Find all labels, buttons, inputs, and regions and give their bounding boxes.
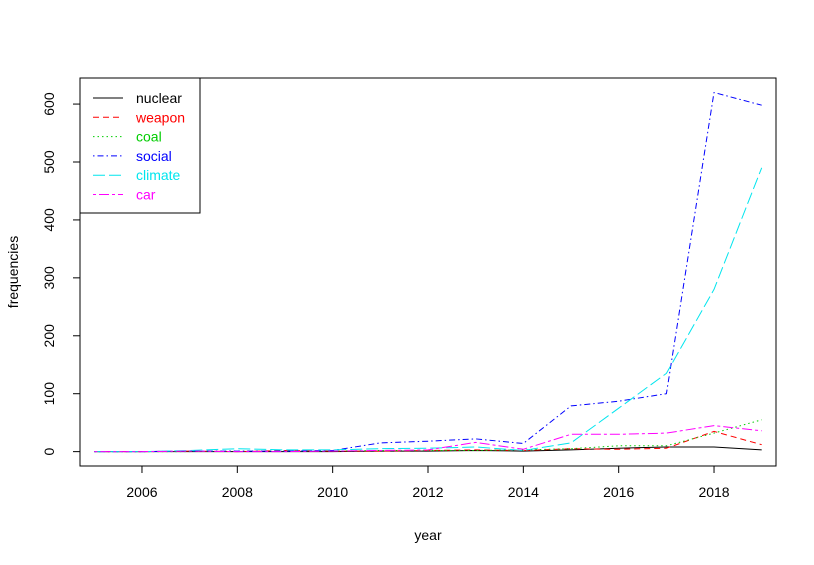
- y-tick-label: 0: [41, 448, 57, 456]
- series-line-coal: [94, 419, 762, 453]
- x-axis-label: year: [414, 527, 442, 543]
- legend-label-coal: coal: [136, 129, 162, 145]
- x-tick-label: 2014: [508, 484, 539, 500]
- series-layer: [94, 92, 763, 453]
- y-axis: 0 100 200 300 400 500 600: [41, 92, 80, 456]
- x-tick-label: 2012: [412, 484, 443, 500]
- x-tick-label: 2008: [222, 484, 253, 500]
- y-tick-label: 500: [41, 150, 57, 174]
- y-tick-label: 300: [41, 266, 57, 290]
- x-tick-label: 2006: [126, 484, 157, 500]
- legend-label-car: car: [136, 187, 156, 203]
- x-tick-label: 2018: [698, 484, 729, 500]
- legend: nuclear weapon coal social climate car: [79, 77, 201, 214]
- y-tick-label: 400: [41, 208, 57, 232]
- legend-box: [79, 77, 201, 214]
- y-tick-label: 200: [41, 324, 57, 348]
- x-tick-label: 2010: [317, 484, 348, 500]
- y-tick-label: 600: [41, 92, 57, 116]
- x-axis: 2006 2008 2010 2012 2014 2016 2018: [126, 466, 730, 500]
- y-tick-label: 100: [41, 382, 57, 406]
- legend-label-social: social: [136, 148, 172, 164]
- series-line-social: [94, 92, 762, 453]
- legend-label-nuclear: nuclear: [136, 90, 182, 106]
- series-line-car: [94, 425, 762, 453]
- legend-label-weapon: weapon: [135, 109, 185, 125]
- y-axis-label: frequencies: [5, 236, 21, 308]
- legend-label-climate: climate: [136, 167, 181, 183]
- x-tick-label: 2016: [603, 484, 634, 500]
